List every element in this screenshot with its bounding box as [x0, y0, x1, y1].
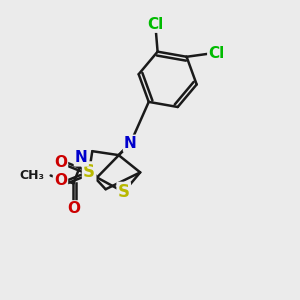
Text: S: S	[83, 163, 95, 181]
Text: CH₃: CH₃	[20, 169, 45, 182]
Text: Cl: Cl	[208, 46, 225, 61]
Text: O: O	[67, 201, 80, 216]
Text: O: O	[54, 173, 67, 188]
Text: O: O	[54, 155, 67, 170]
Text: N: N	[124, 136, 137, 151]
Text: Cl: Cl	[148, 17, 164, 32]
Text: S: S	[118, 183, 130, 201]
Text: N: N	[75, 150, 88, 165]
